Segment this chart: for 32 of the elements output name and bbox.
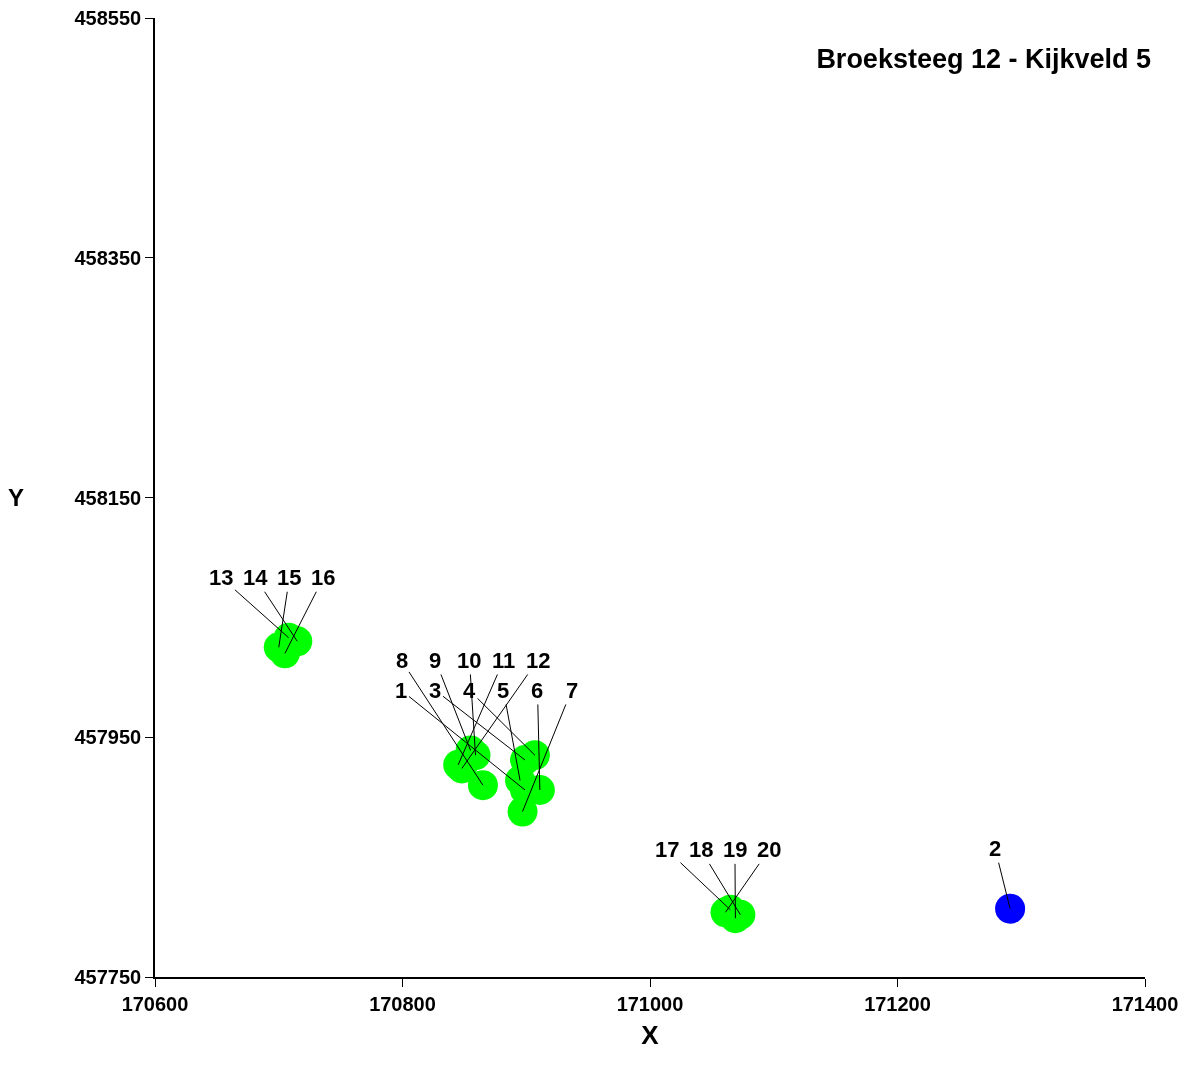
annotation: 18: [689, 837, 714, 862]
x-tick-label: 170600: [121, 992, 189, 1015]
x-tick-label: 171000: [616, 992, 684, 1015]
annotation: 5: [497, 678, 510, 703]
x-tick-label: 171400: [1111, 992, 1179, 1015]
annotation: 6: [531, 678, 544, 703]
annotation: 14: [243, 565, 269, 590]
annotation: 10: [457, 648, 482, 673]
y-tick-label: 457950: [74, 726, 142, 749]
text: Broeksteeg 12 - Kijkveld 5: [816, 43, 1152, 74]
annotation: 8: [396, 648, 409, 673]
annotation: 19: [723, 837, 748, 862]
annotation: 2: [989, 836, 1002, 861]
annotation: 15: [277, 565, 302, 590]
annotation: 9: [429, 648, 442, 673]
y-tick-label: 458150: [74, 486, 142, 509]
x-tick-label: 170800: [369, 992, 436, 1015]
annotation: 12: [526, 648, 551, 673]
annotation: 17: [655, 837, 680, 862]
annotation: 20: [757, 837, 782, 862]
annotation: 7: [566, 678, 579, 703]
x-tick-label: 171200: [864, 992, 931, 1015]
annotation: 13: [209, 565, 234, 590]
y-tick-label: 457750: [74, 966, 142, 988]
y-tick-label: 458350: [74, 246, 142, 269]
y-tick-label: 458550: [74, 7, 142, 29]
annotation: 11: [492, 648, 516, 673]
x-axis-title: X: [641, 1019, 660, 1050]
annotation: 3: [429, 678, 442, 703]
y-axis-title: Y: [8, 484, 25, 511]
annotation: 16: [311, 565, 336, 590]
annotation: 1: [395, 678, 408, 703]
